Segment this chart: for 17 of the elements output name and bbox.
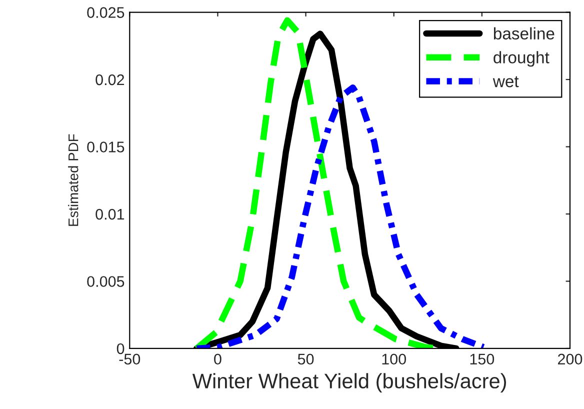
y-tick-label: 0.01 [96,208,124,220]
y-axis-title: Estimated PDF [68,134,78,226]
y-tick-label: 0.005 [87,276,124,287]
x-tick-label: 50 [298,354,314,365]
y-tick-label: 0.015 [87,142,124,152]
x-axis-title: Winter Wheat Yield (bushels/acre) [192,373,506,393]
x-tick-label: 0 [214,354,222,365]
legend-label: drought [494,51,550,67]
y-tick-label: 0 [116,343,124,354]
y-tick-label: 0.025 [87,7,124,18]
x-tick-label: -50 [119,354,140,365]
x-tick-label: 150 [470,354,494,365]
x-tick-label: 100 [382,354,406,365]
legend-label: baseline [494,27,554,40]
x-tick-label: 200 [558,354,582,365]
y-tick-label: 0.02 [96,74,124,86]
legend-label: wet [492,76,519,88]
